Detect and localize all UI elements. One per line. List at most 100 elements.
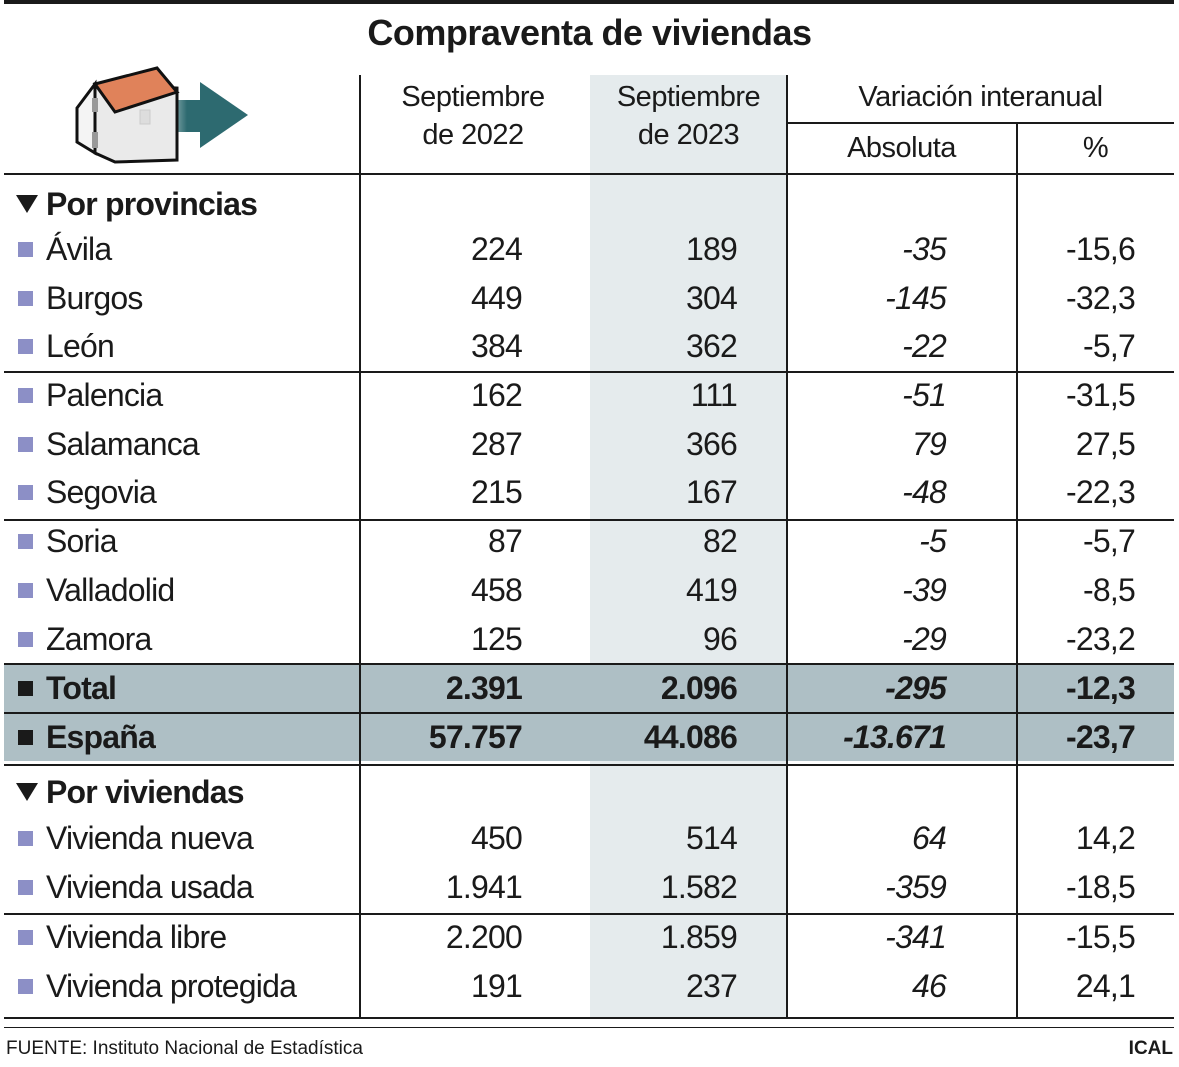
value-absolute: -295	[885, 670, 947, 706]
section-header: Por provincias	[4, 180, 1174, 228]
row-label: España	[46, 719, 156, 755]
row-label: León	[46, 328, 115, 364]
table-row: Vivienda libre 2.200 1.859 -341 -15,5	[4, 913, 1174, 961]
value-2022: 2.391	[445, 670, 523, 706]
row-rule	[4, 913, 1174, 915]
row-rule	[4, 663, 1174, 665]
square-bullet-icon	[18, 979, 33, 994]
value-absolute: -13.671	[843, 719, 947, 755]
value-2023: 514	[686, 820, 738, 856]
row-rule	[4, 371, 1174, 373]
value-percent: -31,5	[1066, 377, 1136, 413]
table-row: Ávila 224 189 -35 -15,6	[4, 225, 1174, 273]
square-bullet-icon	[18, 831, 33, 846]
table-row: Burgos 449 304 -145 -32,3	[4, 274, 1174, 322]
header-line: Septiembre	[401, 81, 545, 113]
table-row: España 57.757 44.086 -13.671 -23,7	[4, 713, 1174, 761]
value-2022: 384	[471, 328, 523, 364]
column-divider	[786, 75, 788, 1018]
header-absoluta: Absoluta	[847, 132, 956, 164]
value-absolute: 79	[912, 426, 947, 462]
header-percent: %	[1082, 132, 1109, 164]
value-percent: -23,2	[1066, 621, 1136, 657]
value-2022: 224	[471, 231, 523, 267]
value-absolute: -5	[919, 523, 947, 559]
value-2023: 419	[686, 572, 738, 608]
table-row: Segovia 215 167 -48 -22,3	[4, 468, 1174, 516]
bottom-rule	[4, 1017, 1174, 1019]
square-bullet-icon	[18, 291, 33, 306]
row-rule	[4, 764, 1174, 766]
square-bullet-icon	[18, 681, 33, 696]
section-label: Por provincias	[46, 186, 258, 222]
value-percent: -18,5	[1066, 869, 1136, 905]
value-absolute: -22	[902, 328, 947, 364]
header-sept-2022: Septiembre de 2022	[360, 78, 586, 154]
value-absolute: -48	[902, 474, 947, 510]
table-row: Palencia 162 111 -51 -31,5	[4, 371, 1174, 419]
value-2023: 237	[686, 968, 738, 1004]
value-2022: 449	[471, 280, 523, 316]
value-percent: -32,3	[1066, 280, 1136, 316]
table-row: Zamora 125 96 -29 -23,2	[4, 615, 1174, 663]
value-2023: 189	[686, 231, 738, 267]
value-percent: -5,7	[1083, 328, 1136, 364]
triangle-down-icon	[16, 783, 38, 801]
value-percent: 27,5	[1075, 426, 1136, 462]
square-bullet-icon	[18, 485, 33, 500]
square-bullet-icon	[18, 242, 33, 257]
table-row: Total 2.391 2.096 -295 -12,3	[4, 664, 1174, 712]
table-row: Valladolid 458 419 -39 -8,5	[4, 566, 1174, 614]
row-label: Vivienda libre	[46, 919, 227, 955]
value-2023: 362	[686, 328, 738, 364]
highlight-column	[590, 75, 787, 1018]
row-label: Valladolid	[46, 572, 175, 608]
value-2022: 215	[471, 474, 523, 510]
value-absolute: -145	[885, 280, 947, 316]
value-2023: 96	[703, 621, 738, 657]
row-rule	[4, 519, 1174, 521]
square-bullet-icon	[18, 583, 33, 598]
table-row: Salamanca 287 366 79 27,5	[4, 420, 1174, 468]
value-absolute: 64	[912, 820, 947, 856]
section-header: Por viviendas	[4, 768, 1174, 816]
value-absolute: 46	[912, 968, 947, 1004]
subheader-rule	[787, 122, 1174, 124]
value-2023: 111	[690, 377, 738, 413]
value-2023: 82	[703, 523, 738, 559]
value-percent: -23,7	[1066, 719, 1136, 755]
section-label: Por viviendas	[46, 774, 245, 810]
value-absolute: -341	[885, 919, 947, 955]
value-percent: -15,5	[1066, 919, 1136, 955]
column-divider	[1016, 123, 1018, 1018]
value-absolute: -39	[902, 572, 947, 608]
table-row: Vivienda usada 1.941 1.582 -359 -18,5	[4, 863, 1174, 911]
value-2022: 450	[471, 820, 523, 856]
value-2022: 191	[471, 968, 523, 1004]
value-2022: 1.941	[445, 869, 523, 905]
header-line: de 2022	[422, 119, 524, 151]
row-rule	[4, 712, 1174, 714]
row-label: Vivienda usada	[46, 869, 254, 905]
value-2022: 458	[471, 572, 523, 608]
value-2023: 304	[686, 280, 738, 316]
table-row: Vivienda protegida 191 237 46 24,1	[4, 962, 1174, 1010]
header-sept-2023: Septiembre de 2023	[590, 78, 787, 154]
header-rule	[4, 173, 1174, 175]
table-row: Soria 87 82 -5 -5,7	[4, 517, 1174, 565]
value-2022: 57.757	[428, 719, 523, 755]
square-bullet-icon	[18, 730, 33, 745]
value-2023: 1.582	[660, 869, 738, 905]
row-label: Ávila	[46, 231, 112, 267]
brand-logo: ICAL	[1128, 1038, 1173, 1059]
value-2023: 44.086	[643, 719, 738, 755]
header-line: de 2023	[637, 119, 740, 151]
value-percent: -22,3	[1066, 474, 1136, 510]
value-2022: 2.200	[445, 919, 523, 955]
source-note: FUENTE: Instituto Nacional de Estadístic…	[6, 1038, 363, 1059]
value-absolute: -51	[902, 377, 947, 413]
value-percent: -15,6	[1066, 231, 1136, 267]
value-2022: 87	[488, 523, 523, 559]
value-percent: -5,7	[1083, 523, 1136, 559]
